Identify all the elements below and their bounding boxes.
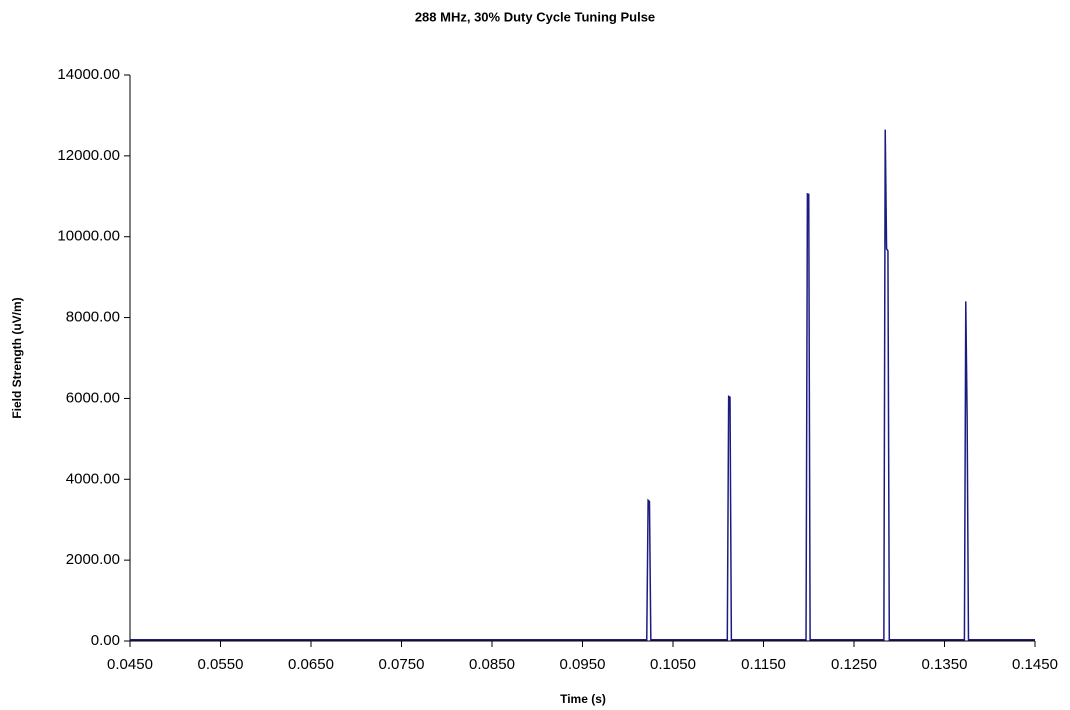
x-tick-label: 0.0950 bbox=[560, 656, 606, 673]
y-tick-label: 2000.00 bbox=[66, 551, 120, 568]
y-tick-label: 0.00 bbox=[91, 632, 120, 649]
y-tick-label: 12000.00 bbox=[57, 147, 120, 164]
x-axis-label: Time (s) bbox=[560, 692, 606, 706]
x-tick-label: 0.1250 bbox=[831, 656, 877, 673]
x-tick-label: 0.0550 bbox=[198, 656, 244, 673]
x-tick-label: 0.1050 bbox=[650, 656, 696, 673]
y-tick-label: 4000.00 bbox=[66, 470, 120, 487]
x-tick-label: 0.1350 bbox=[922, 656, 968, 673]
x-tick-label: 0.1150 bbox=[741, 656, 786, 673]
y-tick-label: 10000.00 bbox=[57, 228, 120, 245]
x-tick-label: 0.0650 bbox=[288, 656, 334, 673]
chart-title: 288 MHz, 30% Duty Cycle Tuning Pulse bbox=[415, 9, 655, 24]
y-tick-label: 6000.00 bbox=[66, 389, 120, 406]
y-tick-label: 8000.00 bbox=[66, 309, 120, 326]
y-tick-label: 14000.00 bbox=[57, 66, 120, 83]
x-tick-label: 0.0750 bbox=[379, 656, 425, 673]
x-tick-label: 0.0450 bbox=[107, 656, 153, 673]
x-tick-label: 0.1450 bbox=[1012, 656, 1058, 673]
data-line bbox=[130, 129, 1035, 641]
y-axis-label: Field Strength (uV/m) bbox=[10, 297, 24, 418]
x-tick-label: 0.0850 bbox=[469, 656, 515, 673]
